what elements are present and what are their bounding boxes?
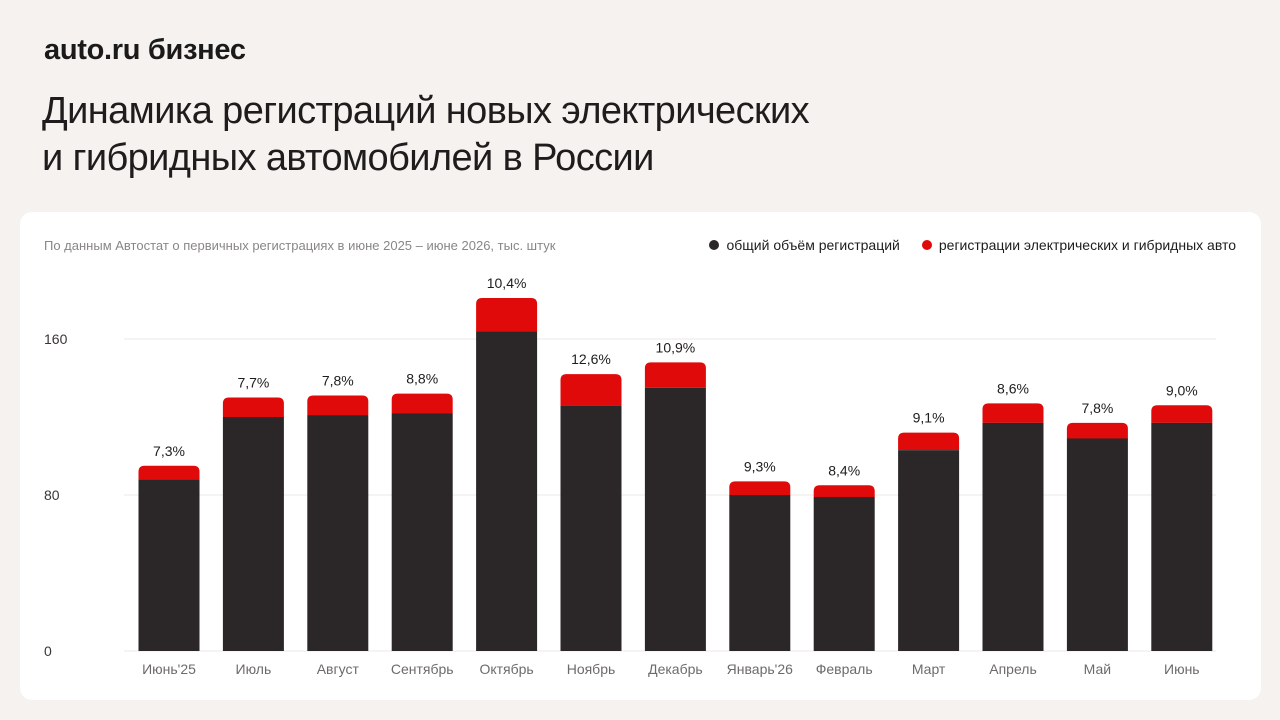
legend-dot-ev bbox=[921, 240, 932, 250]
x-tick-label: Апрель bbox=[989, 661, 1037, 677]
bar-ev bbox=[982, 403, 1044, 423]
y-tick-label: 160 bbox=[44, 331, 68, 347]
page-title: Динамика регистраций новых электрических… bbox=[42, 88, 1042, 182]
bar-ev bbox=[222, 397, 284, 417]
data-label: 8,6% bbox=[997, 380, 1029, 396]
bar-total bbox=[813, 496, 875, 651]
bar-total bbox=[560, 405, 622, 651]
legend-label-total: общий объём регистраций bbox=[726, 237, 900, 253]
chart-subtitle: По данным Автостат о первичных регистрац… bbox=[44, 238, 556, 253]
bar-ev bbox=[138, 465, 200, 480]
x-tick-label: Декабрь bbox=[648, 661, 703, 677]
data-label: 8,4% bbox=[828, 462, 860, 478]
title-line-1: Динамика регистраций новых электрических bbox=[42, 90, 810, 132]
bar-total bbox=[898, 450, 960, 651]
bar-total bbox=[138, 479, 200, 651]
bar-total bbox=[476, 331, 538, 651]
title-line-2: и гибридных автомобилей в России bbox=[42, 137, 654, 179]
legend-label-ev: регистрации электрических и гибридных ав… bbox=[938, 237, 1236, 253]
data-label: 7,8% bbox=[1081, 400, 1113, 416]
data-label: 9,0% bbox=[1166, 382, 1198, 398]
bar-total bbox=[307, 415, 369, 651]
x-tick-label: Октябрь bbox=[479, 661, 533, 677]
data-label: 7,8% bbox=[322, 373, 354, 389]
data-label: 7,7% bbox=[237, 375, 269, 391]
bar-total bbox=[644, 387, 706, 651]
y-tick-label: 80 bbox=[44, 487, 60, 503]
data-label: 8,8% bbox=[406, 371, 438, 387]
bar-ev bbox=[813, 485, 875, 497]
data-label: 9,1% bbox=[913, 410, 945, 426]
bar-ev bbox=[391, 393, 453, 414]
bar-total bbox=[729, 495, 791, 651]
x-tick-label: Март bbox=[912, 661, 946, 677]
bar-ev bbox=[476, 298, 538, 332]
data-label: 10,9% bbox=[656, 339, 696, 355]
x-tick-label: Ноябрь bbox=[567, 661, 616, 677]
x-tick-label: Июнь'25 bbox=[142, 661, 196, 677]
y-tick-label: 0 bbox=[44, 643, 52, 659]
legend-dot-total bbox=[709, 240, 720, 250]
bar-ev bbox=[898, 432, 960, 451]
data-label: 12,6% bbox=[571, 351, 611, 367]
x-tick-label: Август bbox=[317, 661, 360, 677]
bar-total bbox=[1066, 438, 1128, 651]
x-tick-label: Июнь bbox=[1164, 661, 1200, 677]
bar-ev bbox=[307, 395, 369, 416]
data-label: 10,4% bbox=[487, 275, 527, 291]
bar-total bbox=[222, 417, 284, 651]
x-tick-label: Сентябрь bbox=[391, 661, 454, 677]
data-label: 9,3% bbox=[744, 458, 776, 474]
bar-ev bbox=[644, 362, 706, 388]
x-tick-label: Июль bbox=[236, 661, 272, 677]
bar-total bbox=[1151, 422, 1213, 651]
data-label: 7,3% bbox=[153, 443, 185, 459]
chart-legend: общий объём регистраций регистрации элек… bbox=[709, 237, 1236, 253]
legend-item-total: общий объём регистраций bbox=[709, 237, 900, 253]
legend-item-ev: регистрации электрических и гибридных ав… bbox=[921, 237, 1236, 253]
bar-ev bbox=[1066, 422, 1128, 439]
bar-ev bbox=[1151, 405, 1213, 423]
bar-ev bbox=[560, 374, 622, 406]
bar-ev bbox=[729, 481, 791, 495]
x-tick-label: Январь'26 bbox=[727, 661, 793, 677]
brand-logo: auto.ru бизнес bbox=[44, 34, 246, 66]
x-tick-label: Февраль bbox=[816, 661, 873, 677]
bar-total bbox=[391, 413, 453, 651]
x-tick-label: Май bbox=[1084, 661, 1111, 677]
bar-total bbox=[982, 422, 1044, 651]
